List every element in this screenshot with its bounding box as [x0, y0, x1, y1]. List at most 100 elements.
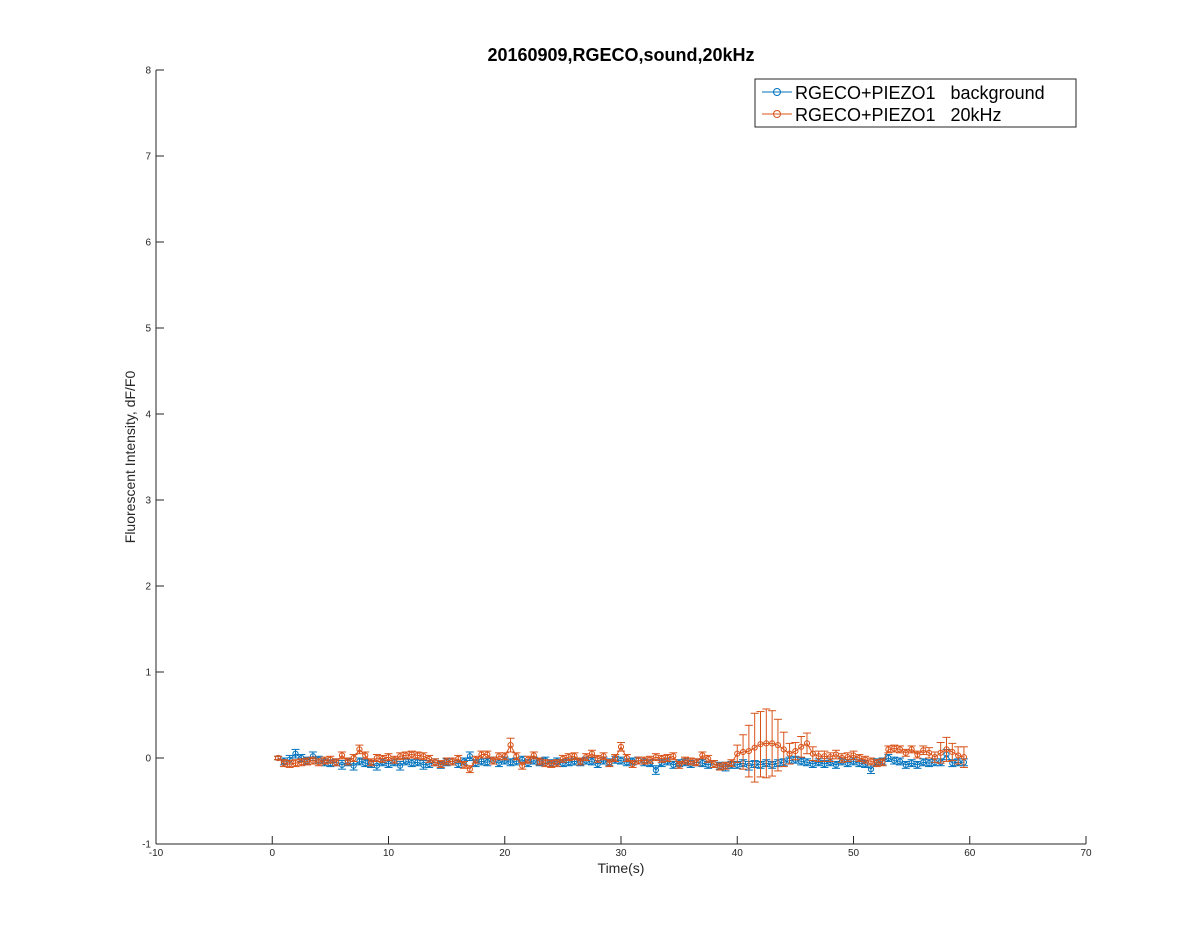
data-point-20khz [844, 754, 851, 761]
y-tick-label: 8 [145, 66, 151, 77]
data-point-20khz [379, 755, 386, 762]
data-point-20khz [710, 760, 718, 768]
data-point-20khz [315, 759, 322, 766]
data-point-background [588, 758, 596, 765]
data-point-20khz [437, 760, 444, 768]
data-point-background [292, 750, 299, 757]
data-point-20khz [327, 756, 334, 763]
data-point-20khz [774, 742, 782, 749]
y-tick-label: 1 [145, 668, 151, 679]
data-point-20khz [931, 754, 938, 761]
data-point-20khz [763, 740, 770, 747]
x-tick-label: -10 [149, 848, 164, 859]
data-point-20khz [798, 743, 805, 750]
data-point-20khz [397, 753, 404, 760]
x-ticks: -10 0 10 20 30 40 50 60 70 [149, 836, 1092, 859]
y-tick-label: 7 [145, 152, 151, 163]
data-point-20khz [641, 757, 648, 764]
data-point-background [397, 762, 404, 769]
data-point-20khz [786, 750, 793, 757]
data-point-20khz [577, 758, 584, 765]
data-point-20khz [548, 760, 555, 768]
data-point-20khz [867, 758, 875, 765]
data-point-20khz [321, 757, 328, 764]
data-point-20khz [513, 753, 520, 760]
data-point-20khz [646, 756, 654, 763]
data-point-background [408, 760, 415, 767]
data-point-20khz [879, 759, 886, 766]
data-point-20khz [292, 760, 299, 767]
data-point-20khz [594, 755, 601, 762]
data-point-20khz [821, 753, 828, 760]
data-point-20khz [530, 752, 537, 759]
data-point-20khz [501, 753, 508, 760]
data-point-20khz [519, 762, 526, 769]
data-point-20khz [769, 740, 776, 747]
data-point-20khz [536, 758, 543, 765]
y-tick-label: 6 [145, 238, 151, 249]
data-point-20khz [612, 754, 619, 762]
data-point-background [920, 759, 927, 766]
data-point-20khz [937, 749, 944, 756]
data-point-20khz [408, 751, 415, 758]
chart-title: 20160909,RGECO,sound,20kHz [487, 45, 754, 65]
data-point-20khz [705, 755, 712, 762]
legend-swatch-marker-background [773, 88, 781, 96]
data-point-20khz [367, 759, 375, 766]
data-point-20khz [338, 752, 346, 759]
data-point-20khz [885, 746, 892, 753]
data-point-20khz [757, 741, 764, 748]
data-point-20khz [809, 750, 816, 757]
legend: RGECO+PIEZO1 background RGECO+PIEZO1 20k… [754, 78, 1077, 128]
data-point-20khz [478, 751, 485, 758]
x-tick-label: 30 [615, 848, 627, 859]
data-point-20khz [274, 754, 282, 762]
data-point-background [891, 757, 898, 764]
data-point-20khz [420, 753, 427, 760]
data-point-20khz [542, 760, 549, 767]
data-point-background [867, 766, 875, 773]
data-point-20khz [728, 760, 735, 767]
data-point-20khz [676, 761, 683, 768]
y-ticks: -1 0 1 2 3 4 5 6 7 8 [142, 66, 164, 851]
data-point-20khz [571, 753, 578, 760]
data-point-20khz [350, 754, 357, 762]
y-axis-label: Fluorescent Intensity, dF/F0 [122, 371, 138, 544]
data-point-20khz [734, 750, 741, 757]
data-point-background [809, 760, 816, 768]
data-point-20khz [780, 746, 787, 753]
data-point-background [385, 760, 392, 768]
data-point-20khz [838, 754, 845, 762]
data-point-background [414, 759, 421, 766]
data-point-20khz [955, 752, 962, 759]
data-point-20khz [460, 761, 468, 768]
data-point-20khz [856, 754, 863, 762]
data-point-background [617, 757, 625, 764]
data-point-20khz [472, 756, 479, 763]
data-point-20khz [443, 758, 450, 765]
data-point-background [925, 760, 933, 767]
data-point-20khz [565, 754, 572, 761]
data-point-20khz [739, 748, 747, 756]
legend-label-20khz: RGECO+PIEZO1 20kHz [795, 105, 1002, 125]
x-tick-label: 50 [848, 848, 860, 859]
x-tick-label: 40 [732, 848, 744, 859]
data-point-background [495, 760, 503, 767]
x-tick-label: 60 [964, 848, 976, 859]
x-tick-label: 0 [269, 848, 275, 859]
x-tick-label: 10 [383, 848, 395, 859]
data-point-20khz [617, 743, 625, 750]
data-point-20khz [658, 755, 665, 762]
data-point-20khz [850, 752, 857, 759]
data-point-20khz [792, 748, 799, 755]
y-tick-label: 3 [145, 496, 151, 507]
y-tick-label: 2 [145, 582, 151, 593]
data-point-20khz [891, 745, 898, 752]
series-layer [274, 708, 968, 783]
data-point-20khz [873, 760, 880, 767]
data-point-20khz [490, 757, 497, 764]
data-point-20khz [588, 750, 596, 757]
